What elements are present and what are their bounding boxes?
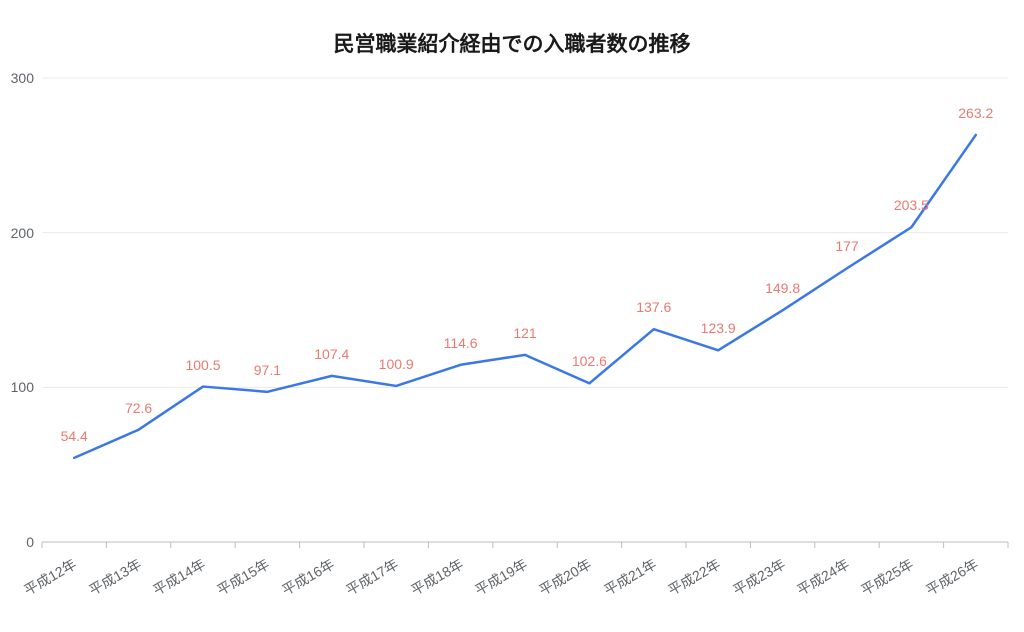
chart-container: 民営職業紹介経由での入職者数の推移 0100200300平成12年平成13年平成…: [0, 0, 1024, 632]
y-axis-tick-label: 100: [11, 379, 34, 395]
data-point-label: 100.9: [379, 356, 414, 372]
data-point-label: 114.6: [444, 335, 478, 351]
data-point-label: 121: [513, 325, 536, 341]
data-point-label: 97.1: [254, 362, 281, 378]
data-point-label: 72.6: [125, 400, 152, 416]
line-series: [74, 135, 976, 458]
line-chart-svg: [0, 0, 1024, 632]
data-point-label: 177: [835, 238, 858, 254]
y-axis-tick-label: 300: [11, 70, 34, 86]
data-point-label: 54.4: [61, 428, 88, 444]
y-axis-tick-label: 0: [26, 534, 34, 550]
data-point-label: 137.6: [636, 299, 671, 315]
data-point-label: 203.5: [894, 197, 929, 213]
data-point-label: 263.2: [958, 105, 993, 121]
y-axis-tick-label: 200: [11, 225, 34, 241]
data-point-label: 100.5: [185, 357, 220, 373]
data-point-label: 123.9: [701, 320, 736, 336]
data-point-label: 102.6: [572, 353, 607, 369]
data-point-label: 107.4: [314, 346, 349, 362]
data-point-label: 149.8: [765, 280, 800, 296]
